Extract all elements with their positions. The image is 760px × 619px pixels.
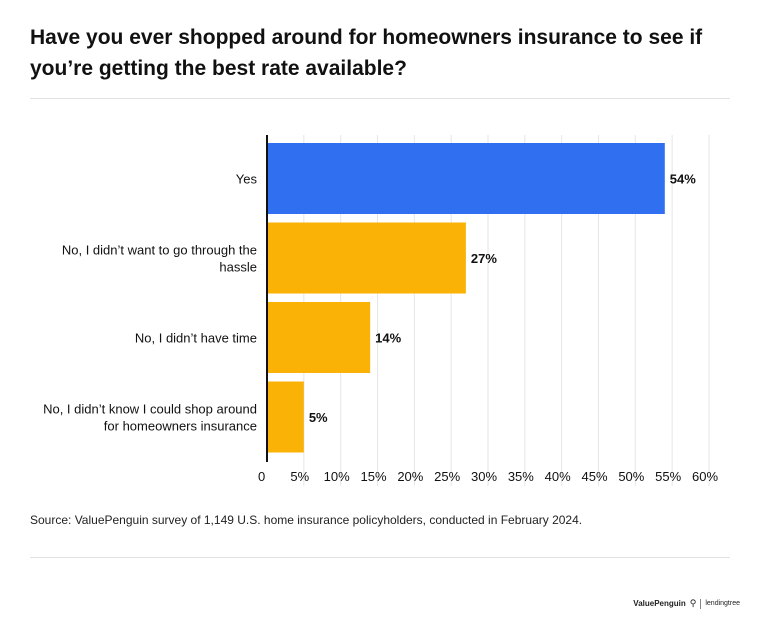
penguin-icon: ⚲ bbox=[689, 598, 697, 608]
value-label: 54% bbox=[670, 172, 696, 187]
x-tick-label: 20% bbox=[397, 469, 423, 484]
x-tick-label: 25% bbox=[434, 469, 460, 484]
bottom-divider bbox=[30, 557, 730, 558]
value-label: 14% bbox=[375, 331, 401, 346]
logo-separator bbox=[700, 598, 702, 609]
chart-title: Have you ever shopped around for homeown… bbox=[30, 26, 703, 80]
category-label: for homeowners insurance bbox=[104, 419, 257, 434]
bar-0 bbox=[267, 143, 665, 214]
brand-secondary: lendingtree bbox=[705, 600, 740, 607]
brand-primary: ValuePenguin bbox=[633, 599, 686, 608]
x-tick-label: 60% bbox=[692, 469, 718, 484]
x-tick-label: 30% bbox=[471, 469, 497, 484]
category-label: No, I didn’t know I could shop around bbox=[43, 402, 257, 417]
source-note: Source: ValuePenguin survey of 1,149 U.S… bbox=[30, 513, 583, 527]
value-label: 5% bbox=[309, 410, 328, 425]
x-tick-label: 0 bbox=[258, 469, 265, 484]
bar-chart: 54% Yes 27% No, I didn’t want to go through… bbox=[43, 135, 718, 486]
x-tick-label: 10% bbox=[324, 469, 350, 484]
x-tick-label: 5% bbox=[290, 469, 309, 484]
bar-2 bbox=[267, 302, 371, 373]
x-tick-label: 35% bbox=[508, 469, 534, 484]
category-label: No, I didn’t have time bbox=[135, 331, 257, 346]
x-tick-label: 40% bbox=[545, 469, 571, 484]
bar-3 bbox=[267, 381, 304, 453]
category-label: Yes bbox=[236, 172, 258, 187]
footer-logo: ValuePenguin ⚲ lendingtree bbox=[633, 598, 740, 609]
top-divider bbox=[30, 98, 730, 99]
x-tick-label: 55% bbox=[655, 469, 681, 484]
category-label: hassle bbox=[219, 260, 257, 275]
category-label: No, I didn’t want to go through the bbox=[62, 243, 257, 258]
x-tick-label: 45% bbox=[581, 469, 607, 484]
bar-1 bbox=[267, 222, 466, 294]
x-tick-label: 50% bbox=[618, 469, 644, 484]
x-tick-label: 15% bbox=[360, 469, 386, 484]
value-label: 27% bbox=[471, 251, 497, 266]
